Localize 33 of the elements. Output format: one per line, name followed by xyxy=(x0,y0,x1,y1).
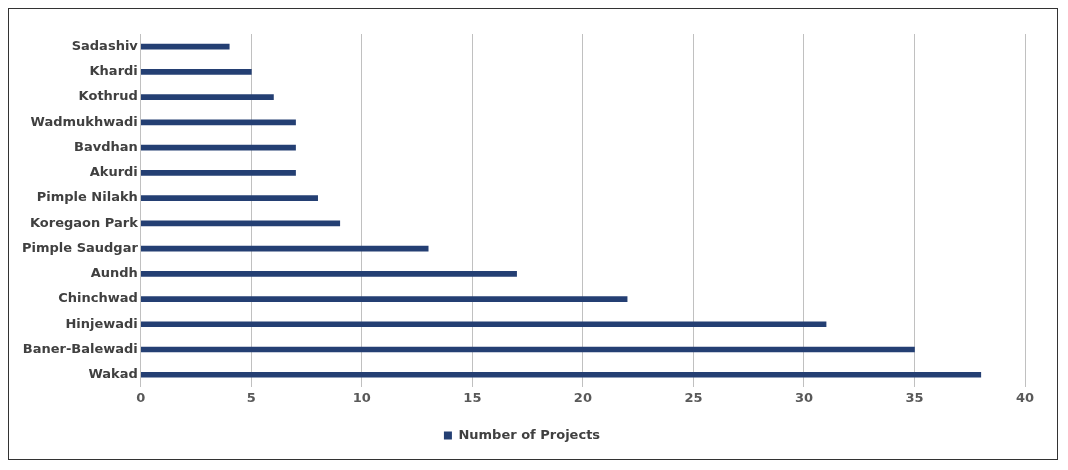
y-tick-label: Koregaon Park xyxy=(30,214,139,230)
y-tick-label: Bavdhan xyxy=(74,138,138,154)
x-tick-label: 35 xyxy=(905,389,924,405)
bar xyxy=(140,321,827,328)
x-tick-label: 20 xyxy=(573,389,592,405)
bar xyxy=(140,270,517,277)
y-tick-label: Akurdi xyxy=(89,164,138,180)
y-tick-label: Baner-Balewadi xyxy=(22,340,138,356)
x-tick-label: 40 xyxy=(1015,389,1035,405)
y-tick-label: Hinjewadi xyxy=(65,315,138,331)
x-tick-label: 5 xyxy=(246,389,256,405)
y-tick-label: Chinchwad xyxy=(58,290,138,306)
bar xyxy=(140,220,341,227)
y-tick-label: Pimple Nilakh xyxy=(36,189,138,205)
y-tick-label: Khardi xyxy=(89,63,138,79)
legend-label: Number of Projects xyxy=(458,426,601,442)
y-tick-label: Kothrud xyxy=(78,88,138,104)
y-tick-label: Aundh xyxy=(90,265,138,281)
x-tick-label: 30 xyxy=(794,389,813,405)
bar xyxy=(140,371,982,378)
bar xyxy=(140,296,628,302)
bar xyxy=(140,170,296,176)
y-tick-label: Wakad xyxy=(88,366,138,382)
y-tick-label: Wadmukhwadi xyxy=(30,113,138,129)
y-tick-label: Sadashiv xyxy=(71,38,139,53)
x-tick-label: 15 xyxy=(463,389,482,405)
bar xyxy=(140,94,274,100)
bar xyxy=(140,195,318,201)
y-tick-label: Pimple Saudgar xyxy=(21,239,139,255)
bar xyxy=(140,69,252,75)
x-tick-label: 0 xyxy=(136,389,146,405)
x-tick-label: 25 xyxy=(684,389,703,405)
x-tick-label: 10 xyxy=(352,389,371,405)
